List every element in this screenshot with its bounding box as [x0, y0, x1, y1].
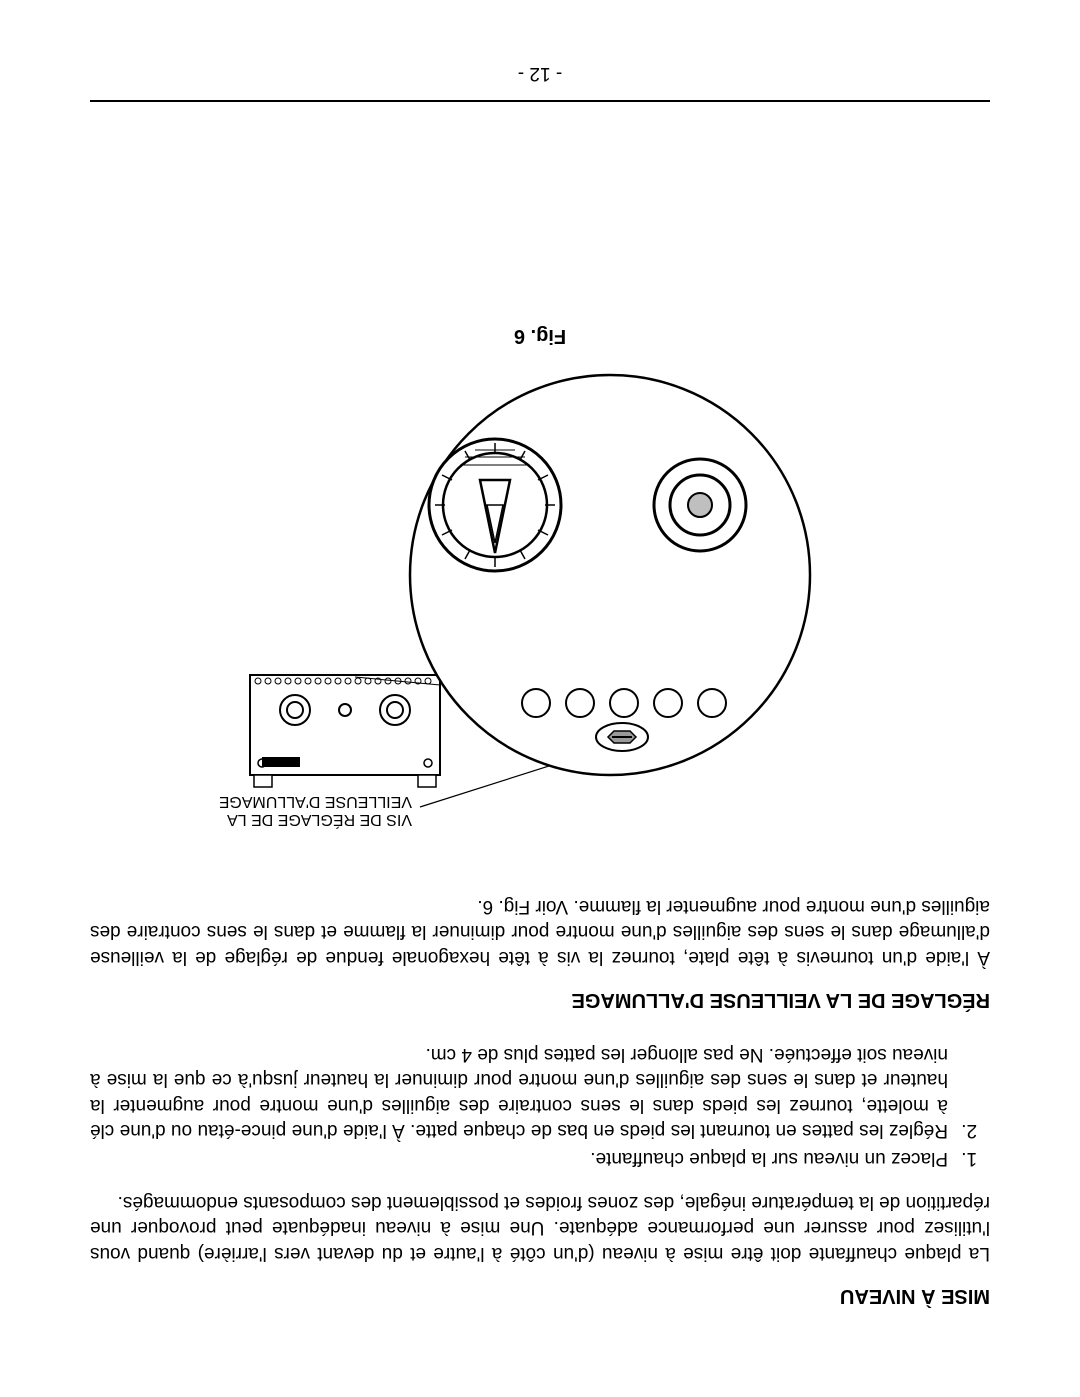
callout-line1: VIS DE RÉGLAGE DE LA [227, 811, 412, 830]
pilot-paragraph: À l'aide d'un tournevis à tête plate, to… [90, 893, 990, 970]
leveling-steps-list: Placez un niveau sur la plaque chauffant… [90, 1041, 990, 1171]
section-title-leveling: MISE À NIVEAU [90, 1284, 990, 1307]
leveling-step-2: Réglez les pattes en tournant les pieds … [90, 1041, 956, 1144]
thermostat-dial-icon [429, 439, 561, 571]
leveling-step-1: Placez un niveau sur la plaque chauffant… [90, 1145, 956, 1171]
figure-6-caption: Fig. 6 [90, 324, 990, 347]
large-knob-icon [654, 459, 746, 551]
figure-6-svg: VIS DE RÉGLAGE DE LA VEILLEUSE D'ALLUMAG… [220, 355, 860, 875]
document-page: MISE À NIVEAU La plaque chauffante doit … [0, 0, 1080, 1397]
svg-text:VIS DE RÉGLAGE DE LA V: VIS DE RÉGLAGE DE LA VEILLEUSE D'ALLUMAG… [220, 793, 412, 830]
figure-6: VIS DE RÉGLAGE DE LA VEILLEUSE D'ALLUMAG… [90, 324, 990, 875]
footer-rule [90, 100, 990, 102]
section-title-pilot: RÉGLAGE DE LA VEILLEUSE D'ALLUMAGE [90, 988, 990, 1011]
page-number: - 12 - [0, 62, 1080, 84]
callout-line2: VEILLEUSE D'ALLUMAGE [220, 793, 412, 810]
adjustment-screw-icon [596, 723, 648, 751]
leveling-paragraph: La plaque chauffante doit être mise à ni… [90, 1189, 990, 1266]
appliance-top-view [250, 675, 440, 787]
